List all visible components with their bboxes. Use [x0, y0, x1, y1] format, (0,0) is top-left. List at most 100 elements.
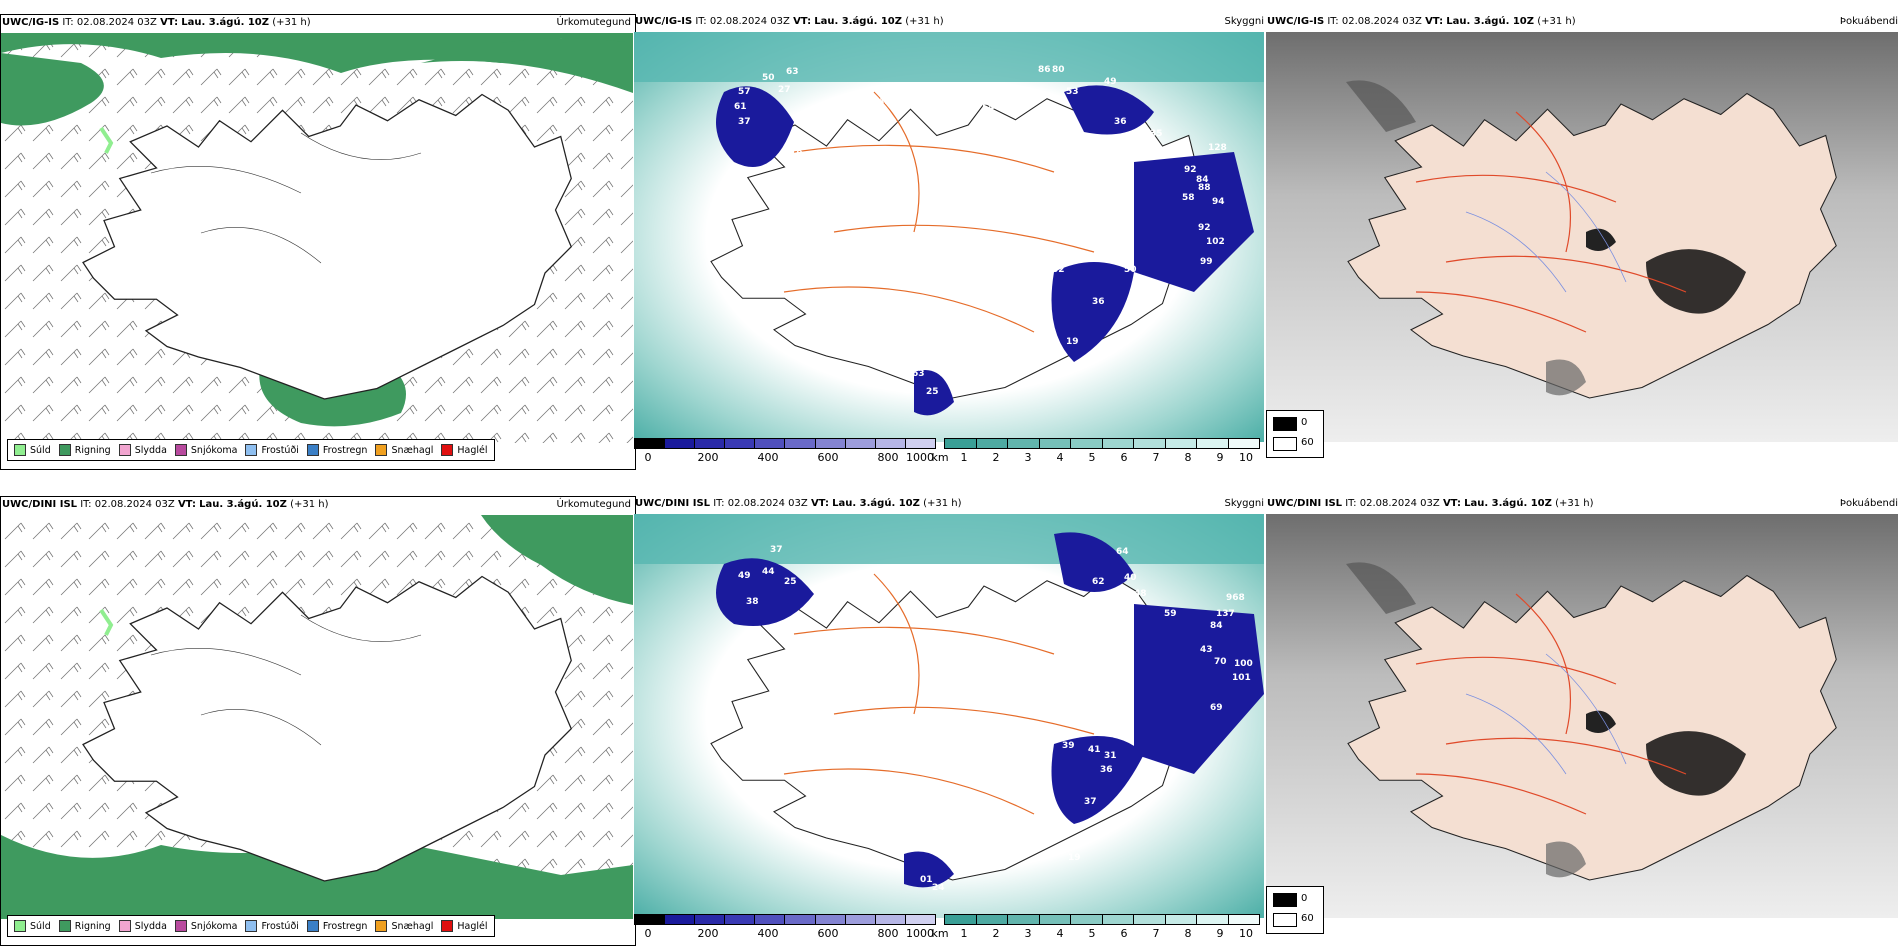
visibility-value-label: 33: [806, 113, 819, 123]
colorbar-km-swatches: [944, 438, 1260, 449]
legend-item: Rigning: [58, 444, 111, 456]
visibility-value-label: 19: [1068, 853, 1081, 863]
cbar-tick: 400: [757, 927, 779, 940]
cbar-tick: 3: [1024, 451, 1032, 464]
legend-item: Frostregn: [306, 920, 367, 932]
fog-legend: 0 60: [1266, 886, 1324, 934]
fog-legend: 0 60: [1266, 410, 1324, 458]
fog-panel-ig: UWC/IG-IS IT: 02.08.2024 03Z VT: Lau. 3.…: [1266, 14, 1900, 468]
cbar-tick: 800: [877, 451, 899, 464]
visibility-value-label: 92: [1184, 165, 1197, 175]
vis-title: UWC/IG-IS IT: 02.08.2024 03Z VT: Lau. 3.…: [635, 16, 944, 27]
visibility-value-label: 63: [794, 153, 807, 163]
visibility-colorbar-m: m 0 200 400 600 800 1000: [634, 438, 936, 464]
legend-item: Snæhagl: [375, 920, 433, 932]
visibility-value-label: 50: [1124, 265, 1137, 275]
visibility-colorbar-m: m 0 200 400 600 800 1000: [634, 914, 936, 940]
cbar-tick: 1000: [906, 451, 934, 464]
visibility-value-label: 99: [1200, 257, 1213, 267]
visibility-value-label: 36: [1114, 117, 1127, 127]
visibility-value-label: 52: [1052, 265, 1065, 275]
precip-legend: Súld Rigning Slydda Snjókoma Frostúði Fr…: [7, 439, 495, 461]
cbar-tick: 9: [1216, 451, 1224, 464]
precip-map: [1, 515, 633, 919]
visibility-value-label: 31: [1036, 729, 1049, 739]
visibility-value-label: 101: [1232, 673, 1251, 683]
visibility-value-label: 89: [952, 251, 965, 261]
cbar-tick: 400: [757, 451, 779, 464]
visibility-value-label: 94: [1212, 197, 1225, 207]
cbar-tick: 6: [1120, 451, 1128, 464]
precip-title-left: UWC/IG-IS IT: 02.08.2024 03Z VT: Lau. 3.…: [2, 17, 311, 28]
fog-title: UWC/DINI ISL IT: 02.08.2024 03Z VT: Lau.…: [1267, 498, 1594, 509]
visibility-value-label: 53: [1066, 87, 1079, 97]
legend-item: Rigning: [58, 920, 111, 932]
visibility-value-label: 38: [746, 597, 759, 607]
visibility-value-label: 66: [868, 149, 881, 159]
cbar-tick: 1: [960, 927, 968, 940]
vis-title: UWC/DINI ISL IT: 02.08.2024 03Z VT: Lau.…: [635, 498, 962, 509]
colorbar-m-swatches: [634, 438, 936, 449]
cbar-tick: 4: [1056, 451, 1064, 464]
cbar-tick: 1: [960, 451, 968, 464]
legend-item: Haglél: [441, 920, 488, 932]
visibility-value-label: 92: [1198, 223, 1211, 233]
fog-legend-light: 60: [1301, 437, 1314, 448]
visibility-value-label: 62: [1176, 147, 1189, 157]
legend-item: Snjókoma: [174, 920, 237, 932]
visibility-value-label: 86: [1038, 65, 1051, 75]
legend-item: Súld: [14, 444, 51, 456]
legend-item: Súld: [14, 920, 51, 932]
visibility-value-label: 39: [1062, 741, 1075, 751]
visibility-value-label: 69: [1210, 703, 1223, 713]
legend-item: Snjókoma: [174, 444, 237, 456]
visibility-value-label: 49: [878, 97, 891, 107]
legend-item: Snæhagl: [375, 444, 433, 456]
visibility-value-label: 42: [822, 601, 835, 611]
visibility-value-label: 64: [1116, 547, 1129, 557]
visibility-value-label: 137: [1216, 609, 1235, 619]
cbar-tick: 3: [1024, 927, 1032, 940]
visibility-value-label: 37: [770, 545, 783, 555]
precip-map: [1, 33, 633, 443]
precip-title-left: UWC/DINI ISL IT: 02.08.2024 03Z VT: Lau.…: [2, 499, 329, 510]
visibility-value-label: 100: [1234, 659, 1253, 669]
visibility-value-label: 25: [926, 387, 939, 397]
visibility-value-label: 41: [1088, 745, 1101, 755]
fog-panel-title: Þokuábendi: [1839, 16, 1898, 27]
cbar-tick: 0: [644, 927, 652, 940]
visibility-value-label: 35: [1150, 129, 1163, 139]
cbar-tick: 2: [992, 451, 1000, 464]
visibility-value-label: 43: [1200, 645, 1213, 655]
fog-title: UWC/IG-IS IT: 02.08.2024 03Z VT: Lau. 3.…: [1267, 16, 1576, 27]
visibility-value-label: 40: [1124, 573, 1137, 583]
cbar-tick: 5: [1088, 451, 1096, 464]
visibility-colorbar-km: km 1 2 3 4 5 6 7 8 9 10: [931, 438, 1260, 464]
visibility-value-label: 25: [784, 577, 797, 587]
cbar-unit-km: km: [931, 927, 949, 940]
visibility-value-label: 26: [926, 357, 939, 367]
legend-item: Frostúði: [245, 920, 299, 932]
cbar-tick: 600: [817, 451, 839, 464]
visibility-value-label: 84: [1196, 175, 1209, 185]
visibility-value-label: 968: [1226, 593, 1245, 603]
precip-legend: Súld Rigning Slydda Snjókoma Frostúði Fr…: [7, 915, 495, 937]
cbar-tick: 10: [1239, 451, 1253, 464]
vis-panel-title: Skyggni: [1224, 16, 1264, 27]
fog-legend-light: 60: [1301, 913, 1314, 924]
visibility-panel-ig: UWC/IG-IS IT: 02.08.2024 03Z VT: Lau. 3.…: [634, 14, 1266, 468]
visibility-value-label: 85: [1028, 269, 1041, 279]
visibility-value-label: 49: [738, 571, 751, 581]
cbar-tick: 200: [697, 451, 719, 464]
visibility-value-label: 108: [952, 739, 971, 749]
legend-item: Slydda: [118, 920, 167, 932]
visibility-value-label: 36: [1036, 147, 1049, 157]
cbar-tick: 8: [1184, 927, 1192, 940]
visibility-value-label: 31: [1104, 751, 1117, 761]
fog-legend-dark: 0: [1301, 417, 1308, 428]
cbar-tick: 9: [1216, 927, 1224, 940]
colorbar-km-swatches: [944, 914, 1260, 925]
visibility-value-label: 61: [734, 102, 747, 112]
visibility-value-label: 48: [1134, 589, 1147, 599]
